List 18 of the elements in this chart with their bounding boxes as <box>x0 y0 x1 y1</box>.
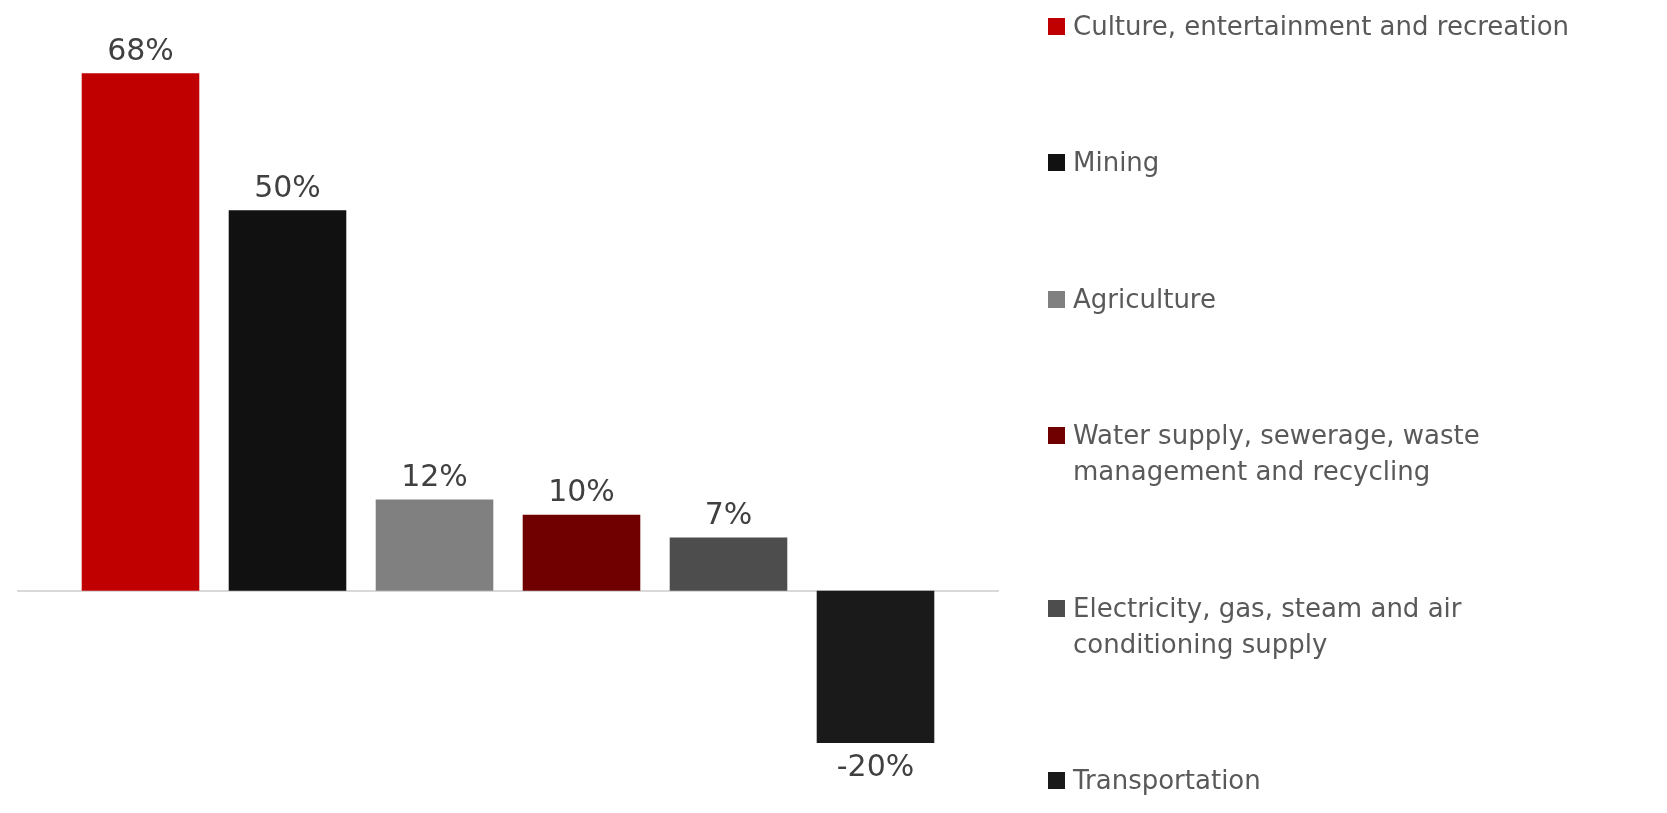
legend-label: Culture, entertainment and recreation <box>1073 10 1570 43</box>
legend-label: Agriculture <box>1073 282 1216 316</box>
bar <box>228 210 347 591</box>
bar <box>816 590 935 743</box>
data-label: 50% <box>254 169 321 205</box>
data-label: -20% <box>836 747 915 783</box>
legend-label: Mining <box>1073 146 1160 180</box>
legend-label: Electricity, gas, steam and air conditioning supply <box>1073 591 1463 661</box>
bar <box>81 73 200 591</box>
data-label: 12% <box>401 458 468 494</box>
data-label: 7% <box>704 496 753 532</box>
legend-label: Water supply, sewerage, waste management and recycling <box>1073 419 1481 489</box>
bar <box>375 499 494 591</box>
data-label: 68% <box>107 32 174 68</box>
legend-label: Transportation <box>1073 763 1261 797</box>
bar <box>669 537 788 591</box>
bar <box>522 514 641 591</box>
data-label: 10% <box>548 473 615 509</box>
